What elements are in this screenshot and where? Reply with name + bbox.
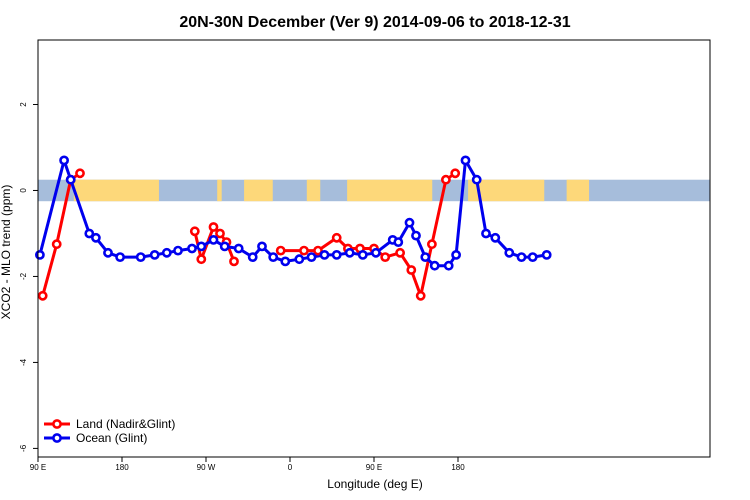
map-land [73,179,159,202]
data-point-1 [319,249,330,260]
data-point-1 [393,237,404,247]
data-point-0 [189,226,200,237]
chart-title: 20N-30N December (Ver 9) 2014-09-06 to 2… [179,14,570,31]
y-tick-label: -4 [19,358,28,366]
data-point-1 [135,252,146,262]
data-point-1 [370,247,381,258]
map-land [306,179,321,202]
data-point-1 [443,260,454,271]
x-tick-label: 90 W [197,463,216,472]
data-point-1 [173,245,183,256]
data-point-1 [527,252,538,262]
map-land [244,179,273,202]
map-land [468,179,545,202]
data-point-0 [406,265,417,275]
data-point-0 [299,245,309,256]
map-land [347,179,433,202]
x-tick-label: 180 [115,463,129,472]
data-point-1 [91,232,101,243]
y-tick-label: -6 [19,444,28,452]
data-point-1 [103,247,113,258]
legend-marker-0 [52,419,62,429]
y-axis-label: XCO2 - MLO trend (ppm) [0,185,13,320]
data-point-1 [420,252,431,262]
data-point-0 [37,290,48,301]
data-point-1 [233,243,244,254]
data-point-1 [451,249,461,260]
data-point-1 [84,228,95,239]
data-point-0 [313,245,323,256]
data-point-0 [426,239,437,250]
data-point-1 [35,249,45,260]
data-point-0 [208,222,219,232]
map-band [38,179,710,202]
data-point-1 [404,217,415,228]
y-tick-label: 0 [19,188,28,193]
data-point-1 [115,252,125,262]
data-point-0 [229,256,239,267]
data-point-1 [294,254,305,265]
series-points [35,155,552,301]
series-line-0 [41,172,81,297]
data-point-1 [471,174,482,185]
data-point-1 [187,243,197,254]
map-land [217,179,222,202]
data-point-1 [247,252,258,262]
data-point-0 [440,174,451,185]
y-tick-label: 2 [19,102,28,107]
data-point-1 [460,155,471,166]
x-tick-label: 90 E [366,463,382,472]
data-point-0 [331,232,342,243]
legend-marker-1 [52,433,62,443]
data-point-1 [59,155,69,166]
data-point-0 [395,247,405,258]
axes: 2 0 -2 -4 -6 90 E 180 90 W 0 90 E 180 [19,39,711,472]
x-axis-label: Longitude (deg E) [327,477,422,491]
data-point-1 [149,249,160,260]
data-point-1 [490,232,501,243]
data-point-1 [196,241,207,252]
data-point-1 [219,241,230,252]
data-point-1 [208,234,219,245]
data-point-1 [257,241,267,252]
data-point-1 [306,252,317,262]
data-point-1 [344,247,355,258]
data-point-1 [280,256,291,267]
data-point-0 [196,254,207,265]
data-point-1 [331,249,342,260]
data-point-1 [504,247,515,258]
legend-label-1: Ocean (Glint) [76,431,147,445]
data-point-1 [65,174,76,185]
legend-label-0: Land (Nadir&Glint) [76,417,175,431]
data-point-0 [215,228,225,239]
data-point-0 [450,168,461,179]
x-tick-label: 0 [288,463,293,472]
x-tick-label: 180 [451,463,465,472]
data-point-1 [268,252,279,262]
data-point-0 [275,245,286,256]
data-point-1 [481,228,491,239]
data-point-1 [357,249,368,260]
data-point-1 [161,247,172,258]
data-point-0 [75,168,85,179]
data-point-1 [516,252,527,262]
map-land [566,179,590,202]
data-point-1 [541,249,552,260]
legend: Land (Nadir&Glint)Ocean (Glint) [44,417,175,445]
data-point-0 [51,239,62,250]
data-point-1 [411,230,421,241]
data-point-0 [415,290,426,301]
data-point-1 [429,260,440,271]
x-tick-label: 90 E [30,463,46,472]
data-point-0 [380,252,391,262]
y-tick-label: -2 [19,272,28,280]
